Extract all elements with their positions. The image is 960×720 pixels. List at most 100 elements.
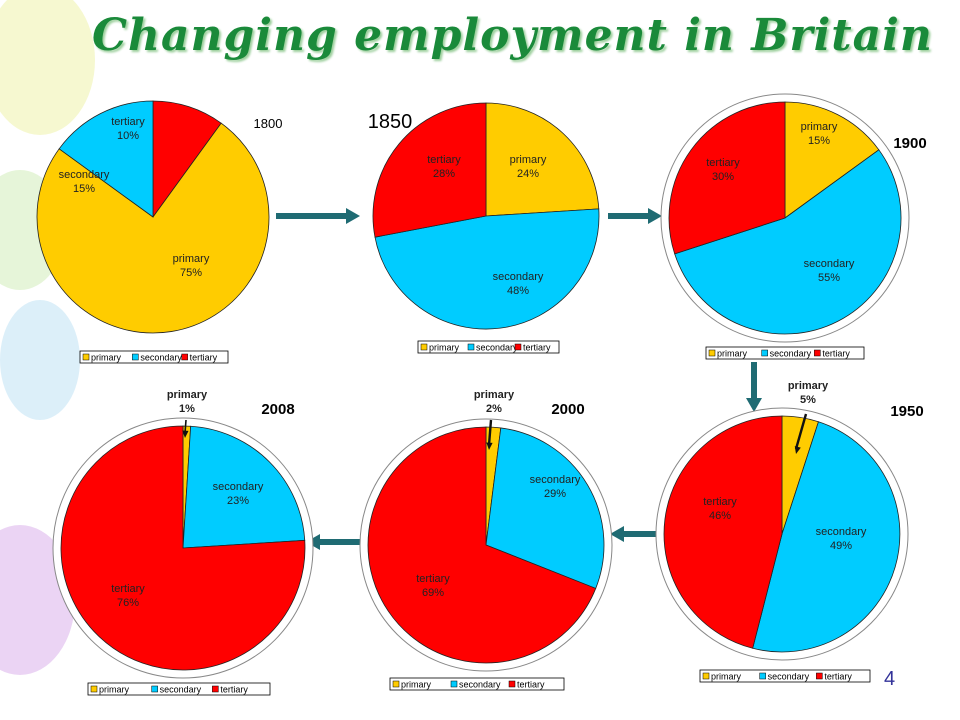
chart-year-label: 1800: [254, 116, 283, 131]
legend-swatch-primary: [420, 343, 428, 351]
slice-value-label: 10%: [117, 130, 139, 142]
slice-value-label: 28%: [433, 168, 455, 180]
slice-value-label: 55%: [818, 272, 840, 284]
slice-value-label: 48%: [507, 285, 529, 297]
slice-name-label: secondary: [59, 169, 110, 181]
slice-secondary: [674, 149, 902, 335]
legend-swatch-tertiary: [514, 343, 522, 351]
page-number: 4: [884, 668, 896, 690]
slide-title: Changing employment in Britain: [92, 10, 933, 61]
pie-chart-2008: primary 1% secondary 23% tertiary 76% 2008 prim…: [52, 389, 314, 696]
slice-name-label: primary: [801, 121, 838, 133]
legend-swatch-primary: [90, 685, 98, 693]
pie-charts: tertiary 10% primary 75% secondary 15% 1800 pri…: [36, 93, 927, 696]
chart-legend: primary secondary tertiary: [389, 677, 565, 691]
slice-name-label: secondary: [213, 481, 264, 493]
slice-secondary: [58, 100, 154, 218]
slice-name-label: tertiary: [427, 154, 461, 166]
chart-legend: primary secondary tertiary: [79, 350, 229, 364]
flow-arrows: [276, 208, 762, 550]
chart-year-label: 1900: [893, 135, 926, 152]
arrow-2000-to-2008: [306, 534, 360, 550]
legend-label-primary: primary: [91, 353, 122, 363]
legend-swatch-primary: [392, 680, 400, 688]
slice-primary: [784, 101, 880, 219]
slice-value-label: 24%: [517, 168, 539, 180]
arrow-1850-to-1900: [608, 208, 662, 224]
legend-label-secondary: secondary: [476, 343, 518, 353]
legend-swatch-secondary: [132, 353, 139, 361]
slice-value-label: 76%: [117, 597, 139, 609]
legend-swatch-secondary: [759, 672, 766, 680]
slice-value-label: 15%: [808, 135, 830, 147]
legend-label-tertiary: tertiary: [517, 680, 545, 690]
slice-name-label: tertiary: [703, 496, 737, 508]
legend-label-primary: primary: [401, 680, 432, 690]
pie-chart-1800: tertiary 10% primary 75% secondary 15% 1800 pri…: [36, 100, 283, 364]
slice-secondary: [752, 421, 901, 653]
legend-label-secondary: secondary: [768, 672, 810, 682]
legend-label-tertiary: tertiary: [523, 343, 551, 353]
slice-name-label: tertiary: [111, 116, 145, 128]
legend-swatch-tertiary: [212, 685, 219, 693]
chart-legend: primary secondary tertiary: [417, 340, 560, 354]
slice-tertiary: [152, 100, 222, 219]
slice-name-label: primary: [788, 380, 829, 392]
legend-label-secondary: secondary: [770, 349, 812, 359]
primary-pointer-arrow: [182, 419, 189, 438]
pie-chart-1850: primary 24% secondary 48% tertiary 28% 1850 pri…: [368, 102, 600, 354]
slice-secondary: [485, 427, 605, 589]
slice-name-label: primary: [173, 253, 210, 265]
slice-secondary: [182, 425, 306, 549]
slice-name-label: primary: [167, 389, 208, 401]
legend-swatch-tertiary: [816, 672, 823, 680]
chart-year-label: 2008: [261, 401, 294, 418]
legend-swatch-secondary: [467, 343, 475, 351]
legend-label-tertiary: tertiary: [824, 672, 852, 682]
slice-name-label: tertiary: [416, 573, 450, 585]
slice-tertiary: [372, 102, 487, 238]
pie-chart-2000: primary 2% secondary 29% tertiary 69% 2000 prim…: [359, 389, 613, 691]
slice-name-label: primary: [510, 154, 547, 166]
slice-secondary: [374, 208, 600, 330]
legend-swatch-primary: [708, 349, 716, 357]
legend-swatch-tertiary: [508, 680, 516, 688]
chart-legend: primary secondary tertiary: [699, 669, 871, 683]
slice-value-label: 46%: [709, 510, 731, 522]
legend-swatch-secondary: [151, 685, 158, 693]
arrow-1950-to-2000: [610, 526, 664, 542]
legend-label-secondary: secondary: [140, 353, 182, 363]
slice-value-label: 30%: [712, 171, 734, 183]
slice-tertiary: [60, 425, 306, 671]
slice-value-label: 5%: [800, 394, 816, 406]
chart-year-label: 1950: [890, 403, 923, 420]
slice-value-label: 15%: [73, 183, 95, 195]
arrow-1800-to-1850: [276, 208, 360, 224]
pie-chart-1950: primary 5% secondary 49% tertiary 46% 1950 prim…: [655, 380, 924, 683]
balloon-decoration: [0, 0, 95, 675]
chart-legend: primary secondary tertiary: [705, 346, 865, 360]
slice-tertiary: [663, 415, 783, 649]
slice-value-label: 1%: [179, 403, 195, 415]
legend-label-primary: primary: [711, 672, 742, 682]
legend-swatch-primary: [82, 353, 90, 361]
slice-name-label: secondary: [804, 258, 855, 270]
slice-name-label: primary: [474, 389, 515, 401]
legend-swatch-secondary: [450, 680, 458, 688]
slice-primary: [36, 122, 270, 334]
chart-year-label: 1850: [368, 111, 413, 133]
legend-label-primary: primary: [99, 685, 130, 695]
slice-name-label: secondary: [493, 271, 544, 283]
balloon-blue-decoration: [0, 300, 80, 420]
primary-pointer-arrow: [794, 413, 808, 454]
arrow-1900-to-1950: [746, 362, 762, 412]
legend-label-secondary: secondary: [160, 685, 202, 695]
slice-value-label: 69%: [422, 587, 444, 599]
slice-name-label: secondary: [530, 474, 581, 486]
legend-swatch-tertiary: [181, 353, 188, 361]
chart-year-label: 2000: [551, 401, 584, 418]
primary-pointer-arrow: [486, 419, 493, 450]
slice-tertiary: [668, 101, 786, 255]
pie-chart-1900: primary 15% secondary 55% tertiary 30% 1900 pri…: [660, 93, 927, 360]
